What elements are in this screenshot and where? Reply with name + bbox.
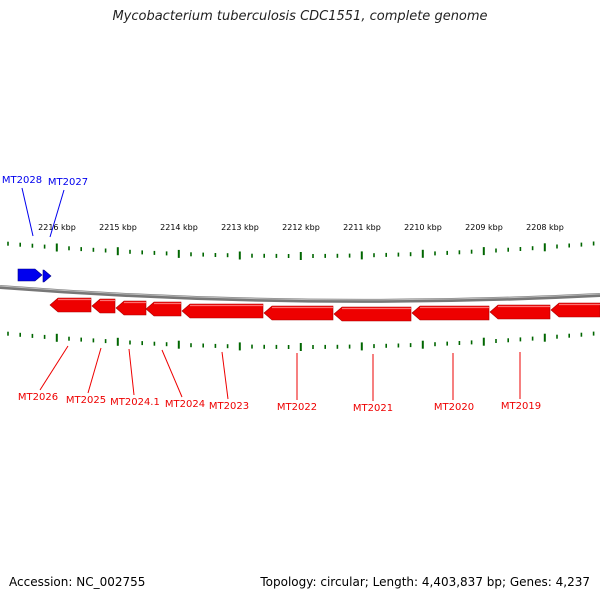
forward-gene-leader: [49, 189, 65, 238]
reverse-gene-leader: [39, 345, 69, 391]
reverse-gene-arrow[interactable]: [49, 297, 92, 313]
reverse-gene-label[interactable]: MT2023: [209, 401, 249, 412]
reverse-gene-label[interactable]: MT2020: [434, 402, 474, 413]
kbp-label: 2213 kbp: [221, 223, 259, 232]
kbp-label: 2209 kbp: [465, 223, 503, 232]
reverse-gene-label[interactable]: MT2022: [277, 402, 317, 413]
reverse-gene-arrow[interactable]: [263, 305, 334, 321]
reverse-gene-arrow[interactable]: [115, 300, 147, 316]
forward-gene-arrow[interactable]: [42, 269, 52, 283]
reverse-gene-label[interactable]: MT2019: [501, 401, 541, 412]
reverse-gene-arrow[interactable]: [181, 303, 264, 319]
reverse-gene-leader: [87, 347, 102, 394]
reverse-gene-arrow[interactable]: [411, 305, 490, 321]
genome-backbone: [0, 285, 600, 303]
reverse-gene-arrow[interactable]: [333, 306, 412, 322]
reverse-gene-arrow[interactable]: [145, 301, 182, 317]
accession-label: Accession: NC_002755: [9, 575, 146, 589]
reverse-gene-label[interactable]: MT2021: [353, 403, 393, 414]
reverse-gene-arrow[interactable]: [91, 298, 116, 314]
kbp-label: 2211 kbp: [343, 223, 381, 232]
reverse-gene-label[interactable]: MT2026: [18, 392, 58, 403]
kbp-label: 2212 kbp: [282, 223, 320, 232]
reverse-gene-arrow[interactable]: [550, 302, 600, 318]
reverse-gene-label[interactable]: MT2025: [66, 395, 106, 406]
kbp-label: 2214 kbp: [160, 223, 198, 232]
reverse-gene-label[interactable]: MT2024.1: [110, 397, 160, 408]
reverse-gene-leader: [221, 351, 229, 400]
reverse-gene-label[interactable]: MT2024: [165, 399, 205, 410]
kbp-label: 2208 kbp: [526, 223, 564, 232]
genome-backbone-highlight: [0, 285, 600, 301]
reverse-gene-leader: [161, 349, 183, 398]
kbp-label: 2210 kbp: [404, 223, 442, 232]
reverse-gene-arrow[interactable]: [489, 304, 551, 320]
forward-gene-arrow[interactable]: [17, 268, 43, 282]
forward-gene-label[interactable]: MT2027: [48, 177, 88, 188]
page-title: Mycobacterium tuberculosis CDC1551, comp…: [112, 9, 488, 24]
forward-gene-leader: [21, 187, 34, 237]
forward-gene-label[interactable]: MT2028: [2, 175, 42, 186]
genome-stats-label: Topology: circular; Length: 4,403,837 bp…: [260, 575, 590, 589]
kbp-label: 2215 kbp: [99, 223, 137, 232]
kbp-label: 2216 kbp: [38, 223, 76, 232]
reverse-gene-leader: [128, 348, 135, 396]
